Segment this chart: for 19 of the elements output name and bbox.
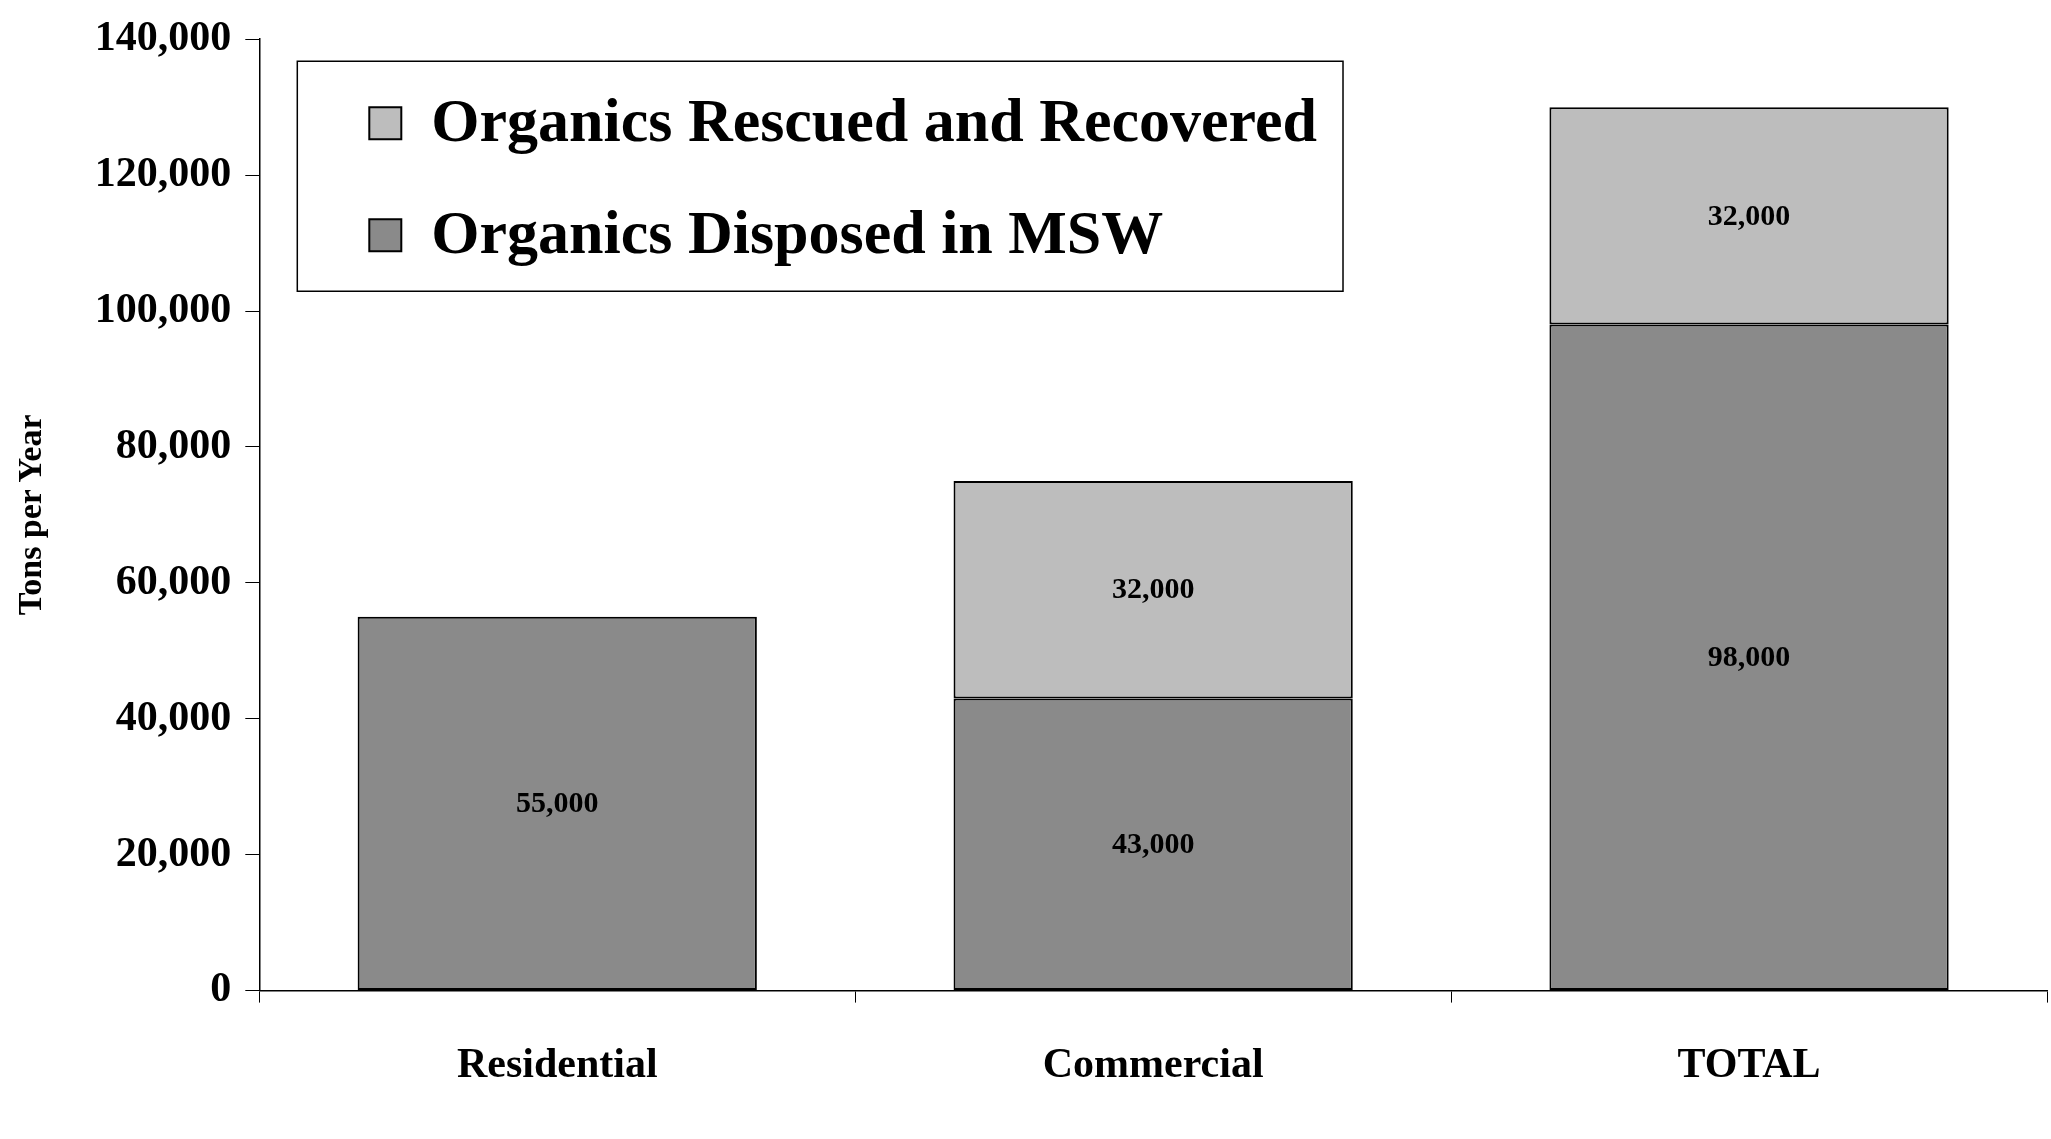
data-label: 32,000	[1111, 571, 1195, 605]
data-label: 55,000	[516, 785, 599, 819]
legend-label: Organics Disposed in MSW	[431, 198, 1164, 267]
y-axis-title: Tons per Year	[11, 414, 49, 616]
y-tick-label: 120,000	[94, 148, 232, 195]
y-tick-label: 60,000	[115, 556, 232, 603]
data-label: 32,000	[1707, 197, 1791, 231]
y-tick-label: 20,000	[115, 828, 232, 875]
y-tick-label: 40,000	[115, 692, 232, 739]
legend-label: Organics Rescued and Recovered	[431, 86, 1318, 155]
y-tick-label: 80,000	[115, 420, 232, 467]
x-tick-label: TOTAL	[1677, 1039, 1821, 1086]
y-tick-label: 100,000	[94, 284, 232, 331]
y-tick-label: 140,000	[94, 13, 232, 60]
data-label: 43,000	[1111, 825, 1195, 859]
x-tick-label: Commercial	[1042, 1039, 1264, 1086]
x-tick-label: Residential	[456, 1039, 658, 1086]
data-label: 98,000	[1707, 639, 1791, 673]
y-tick-label: 0	[210, 964, 232, 1011]
